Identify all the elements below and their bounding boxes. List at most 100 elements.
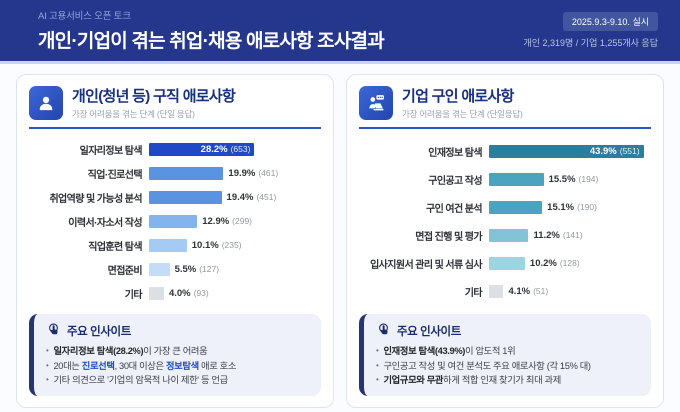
bar <box>149 190 222 204</box>
bar-value: 12.9% <box>202 215 230 227</box>
bar-value: 28.2% <box>200 143 228 155</box>
bar <box>489 228 529 242</box>
bar-label: 구인공고 작성 <box>428 175 482 187</box>
bar-track: 19.9% (461) <box>149 166 321 180</box>
insight-bullet: 20대는 진로선택, 30대 이상은 정보탐색 애로 호소 <box>46 359 310 374</box>
person-icon <box>29 85 63 120</box>
chart-row: 취업역량 및 가능성 분석 19.4% (451) <box>29 185 321 209</box>
panel-subtitle: 가장 어려움을 겪는 단계 (단일 응답) <box>72 109 195 119</box>
bar-label: 직업훈련 탐색 <box>88 241 142 253</box>
bar-track: 11.2% (141) <box>489 228 651 242</box>
chart-row: 면접 진행 및 평가 11.2% (141) <box>359 221 651 249</box>
chart-row: 기타 4.1% (51) <box>359 277 651 305</box>
bar: 28.2% (653) <box>149 142 255 156</box>
bar: 43.9% (551) <box>489 144 644 158</box>
company-chart: 인재정보 탐색 43.9% (551) 구인공고 작성 15.5% (194) 구인 여건 … <box>359 137 651 305</box>
bar-count: (128) <box>559 258 580 268</box>
bar-track: 15.1% (190) <box>489 200 651 214</box>
chart-row: 인재정보 탐색 43.9% (551) <box>359 137 651 165</box>
bar-label: 기타 <box>124 289 143 301</box>
company-insight-box: 주요 인사이트 인재정보 탐색(43.9%)이 압도적 1위구인공고 작성 및 … <box>359 314 651 397</box>
bar-count: (451) <box>256 192 277 202</box>
bar-value: 15.5% <box>548 173 576 185</box>
panel-title: 개인(청년 등) 구직 애로사항 <box>72 88 236 105</box>
bar-label: 입사지원서 관리 및 서류 심사 <box>370 259 483 271</box>
bar-label: 인재정보 탐색 <box>428 147 482 159</box>
header-titles: AI 고용서비스 오픈 토크 개인·기업이 겪는 취업·채용 애로사항 조사결과 <box>38 8 385 53</box>
bar-value: 5.5% <box>174 263 197 275</box>
chart-row: 기타 4.0% (93) <box>29 281 321 305</box>
bar-count: (235) <box>221 240 242 250</box>
individual-panel-header: 개인(청년 등) 구직 애로사항 가장 어려움을 겪는 단계 (단일 응답) <box>29 85 321 129</box>
bar-count: (127) <box>199 264 220 274</box>
bar-count: (461) <box>258 168 279 178</box>
bar-count: (51) <box>533 286 549 296</box>
bar <box>149 166 224 180</box>
chart-row: 구인 여건 분석 15.1% (190) <box>359 193 651 221</box>
individual-insight-box: 주요 인사이트 일자리정보 탐색(28.2%)이 가장 큰 어려움20대는 진로… <box>29 314 321 397</box>
bar-label: 일자리정보 탐색 <box>79 145 143 157</box>
tap-icon <box>376 322 391 340</box>
survey-period-badge: 2025.9.3-9.10. 실시 <box>562 12 658 31</box>
bar <box>489 200 543 214</box>
bar-track: 28.2% (653) <box>149 142 321 156</box>
bar-count: (551) <box>619 146 640 156</box>
bar-value: 10.1% <box>191 239 219 251</box>
chart-row: 입사지원서 관리 및 서류 심사 10.2% (128) <box>359 249 651 277</box>
individual-insight-list: 일자리정보 탐색(28.2%)이 가장 큰 어려움20대는 진로선택, 30대 … <box>46 344 310 388</box>
bar-count: (93) <box>193 288 209 298</box>
panel-subtitle: 가장 어려움을 겪는 단계 (단일응답) <box>402 109 523 119</box>
respondents-count: 개인 2,319명 / 기업 1,255개사 응답 <box>523 38 658 48</box>
bar-value: 43.9% <box>589 145 617 157</box>
company-icon <box>359 85 393 120</box>
bar <box>149 214 198 228</box>
bar-track: 10.1% (235) <box>149 238 321 252</box>
bar-value: 15.1% <box>547 201 575 213</box>
company-panel: 기업 구인 애로사항 가장 어려움을 겪는 단계 (단일응답) 인재정보 탐색 4… <box>346 74 664 409</box>
insight-title: 주요 인사이트 <box>397 326 461 338</box>
company-panel-titles: 기업 구인 애로사항 가장 어려움을 겪는 단계 (단일응답) <box>402 85 523 120</box>
bar-count: (141) <box>562 230 583 240</box>
page-header: AI 고용서비스 오픈 토크 개인·기업이 겪는 취업·채용 애로사항 조사결과… <box>0 0 680 64</box>
insight-bullet: 기업규모와 무관하게 적합 인재 찾기가 최대 과제 <box>376 373 640 388</box>
bar-count: (194) <box>578 174 599 184</box>
bar-count: (190) <box>577 202 597 212</box>
panel-title: 기업 구인 애로사항 <box>402 88 514 105</box>
bar-label: 면접준비 <box>107 265 143 277</box>
bar-track: 4.0% (93) <box>149 286 321 300</box>
insight-header: 주요 인사이트 <box>376 322 640 340</box>
bar <box>149 286 164 300</box>
bar-track: 19.4% (451) <box>149 190 321 204</box>
bar-label: 이력서·자소서 작성 <box>68 217 142 229</box>
bar-track: 4.1% (51) <box>489 284 651 298</box>
bar-value: 4.1% <box>508 285 531 297</box>
bar <box>489 172 544 186</box>
bar <box>489 256 525 270</box>
bar-value: 11.2% <box>533 229 560 241</box>
bar-label: 직업·진로선택 <box>87 169 143 181</box>
insight-header: 주요 인사이트 <box>46 322 310 340</box>
bar-track: 43.9% (551) <box>489 144 651 158</box>
bar-value: 4.0% <box>168 287 191 299</box>
bar <box>149 262 170 276</box>
insight-bullet: 일자리정보 탐색(28.2%)이 가장 큰 어려움 <box>46 344 310 359</box>
bar-label: 기타 <box>464 287 483 299</box>
bar-value: 10.2% <box>529 257 557 269</box>
bar-value: 19.9% <box>228 167 256 179</box>
header-meta: 2025.9.3-9.10. 실시 개인 2,319명 / 기업 1,255개사… <box>523 12 658 49</box>
chart-row: 면접준비 5.5% (127) <box>29 257 321 281</box>
chart-row: 직업·진로선택 19.9% (461) <box>29 161 321 185</box>
bar <box>149 238 187 252</box>
header-kicker: AI 고용서비스 오픈 토크 <box>38 11 131 22</box>
content-area: 개인(청년 등) 구직 애로사항 가장 어려움을 겪는 단계 (단일 응답) 일… <box>0 64 680 409</box>
bar <box>489 284 504 298</box>
bar-track: 15.5% (194) <box>489 172 651 186</box>
bar-label: 면접 진행 및 평가 <box>415 231 482 243</box>
company-panel-header: 기업 구인 애로사항 가장 어려움을 겪는 단계 (단일응답) <box>359 85 651 129</box>
individual-chart: 일자리정보 탐색 28.2% (653) 직업·진로선택 19.9% (461) 취업역량 … <box>29 137 321 305</box>
bar-count: (299) <box>232 216 253 226</box>
chart-row: 이력서·자소서 작성 12.9% (299) <box>29 209 321 233</box>
bar-track: 5.5% (127) <box>149 262 321 276</box>
chart-row: 일자리정보 탐색 28.2% (653) <box>29 137 321 161</box>
